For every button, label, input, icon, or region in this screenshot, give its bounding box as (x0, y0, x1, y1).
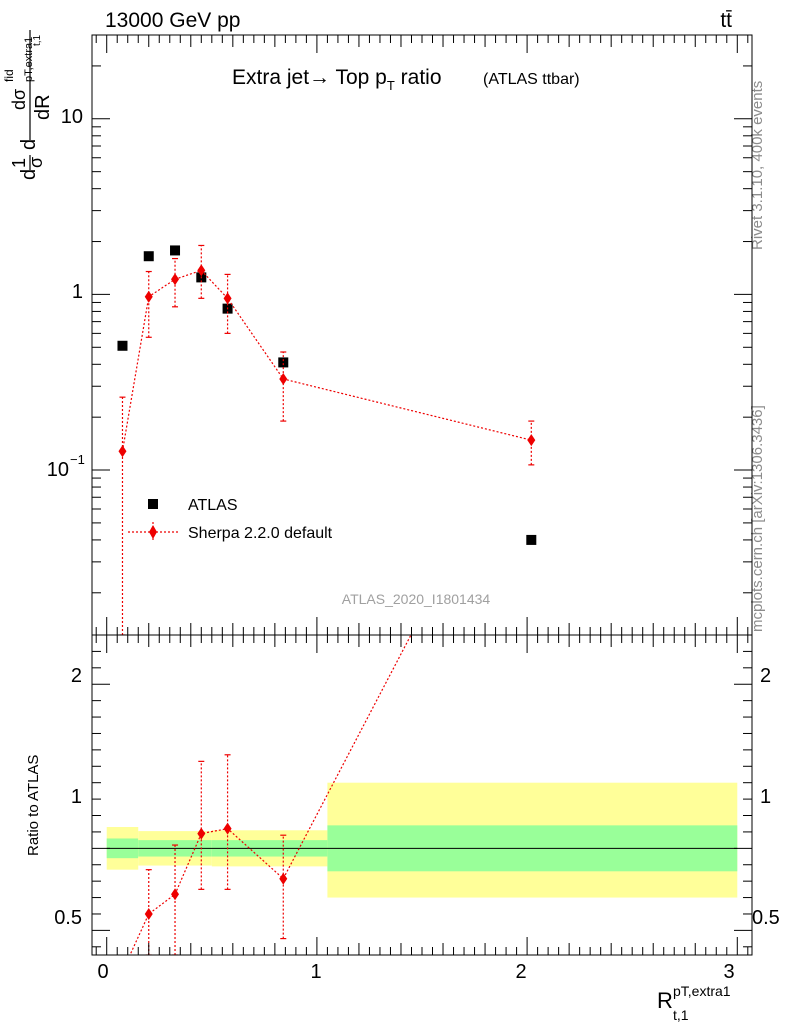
ylabel-densub: t,1 (32, 34, 43, 46)
ratio-sherpa-point (197, 827, 206, 840)
sherpa-point (197, 264, 206, 277)
ratio-ylabel: Ratio to ATLAS (25, 755, 42, 856)
title-arrow: → (309, 66, 330, 89)
ratio-panel: Ratio to ATLAS 2 1 0.5 2 1 0.5 0 1 2 3 R… (25, 399, 780, 1023)
ytick-label-0.1-exp: −1 (70, 452, 85, 467)
ratio-ytick-label-0.5: 0.5 (54, 907, 82, 929)
ratio-sherpa-point (118, 965, 126, 977)
legend-sherpa-label: Sherpa 2.2.0 default (188, 525, 333, 542)
ratio-ytick-label-right-1: 1 (760, 786, 771, 808)
ytick-label-10: 10 (61, 106, 83, 128)
sherpa-point (279, 372, 288, 385)
ratio-ytick-label-right-2: 2 (760, 665, 771, 687)
atlas-point (526, 534, 537, 545)
ytick-label-0.1: 10 (47, 459, 69, 481)
atlas-point (170, 245, 181, 256)
side-label-rivet: Rivet 3.1.10, 400k events (749, 81, 766, 250)
ratio-sherpa-point (171, 888, 180, 901)
ratio-frame (91, 634, 753, 956)
xtick-label-3: 3 (723, 961, 734, 983)
ylabel-d1: d (18, 169, 40, 180)
atlas-point (278, 357, 289, 368)
title-top: Top p (330, 66, 387, 89)
ratio-sherpa-point (223, 822, 232, 835)
ratio-sherpa-point (144, 907, 153, 920)
ylabel-sigma: σ (26, 157, 46, 168)
sherpa-point (144, 290, 153, 303)
ylabel-num: dσ (9, 89, 29, 110)
ratio-sherpa-point (279, 872, 288, 885)
legend: ATLAS Sherpa 2.2.0 default (128, 497, 333, 542)
ylabel-den: dR (32, 94, 54, 120)
main-ylabel: d 1 σ d dσ fid pT,extra1 dR t,1 (2, 30, 54, 180)
title-ratio: ratio (395, 66, 442, 89)
sherpa-point (118, 445, 127, 458)
energy-label: 13000 GeV pp (105, 9, 240, 32)
sherpa-line (121, 269, 532, 452)
ylabel-sup: fid (2, 69, 16, 82)
main-title: Extra jet→ Top pT ratio (232, 66, 442, 93)
ratio-sherpa-point (527, 399, 535, 411)
main-frame (91, 34, 753, 636)
xlabel-sup: pT,extra1 (673, 983, 731, 999)
xlabel-main: R (657, 988, 673, 1013)
ratio-ytick-label-right-0.5: 0.5 (752, 907, 780, 929)
process-label: tt̄ (720, 9, 732, 32)
legend-atlas-marker (148, 499, 158, 509)
atlas-point (143, 251, 154, 262)
side-label-mcplots: mcplots.cern.ch [arXiv:1306.3436] (749, 405, 766, 632)
main-panel: Extra jet→ Top pT ratio (ATLAS ttbar) d … (2, 30, 753, 636)
ytick-label-0.1-base: 10 (47, 459, 69, 481)
xtick-label-0: 0 (97, 961, 108, 983)
xtick-label-1: 1 (310, 961, 321, 983)
main-subtitle: (ATLAS ttbar) (483, 71, 580, 88)
ylabel-d2: d (18, 139, 40, 150)
title-sub: T (387, 78, 395, 93)
sherpa-point (527, 434, 536, 447)
legend-sherpa-marker (149, 525, 157, 539)
xlabel-sub: t,1 (673, 1007, 689, 1023)
sherpa-point (171, 273, 180, 286)
xlabel: R pT,extra1 t,1 (657, 983, 731, 1023)
ratio-ytick-label-1: 1 (71, 786, 82, 808)
atlas-point (117, 340, 128, 351)
legend-atlas-label: ATLAS (188, 497, 238, 514)
ylabel-one: 1 (9, 158, 29, 168)
analysis-id: ATLAS_2020_I1801434 (342, 591, 491, 607)
ytick-label-1: 1 (72, 281, 83, 303)
title-main: Extra jet (232, 66, 309, 89)
sherpa-point (223, 292, 232, 305)
ylabel-numsub: pT,extra1 (23, 37, 35, 82)
xtick-label-2: 2 (515, 961, 526, 983)
ratio-ytick-label-2: 2 (71, 665, 82, 687)
